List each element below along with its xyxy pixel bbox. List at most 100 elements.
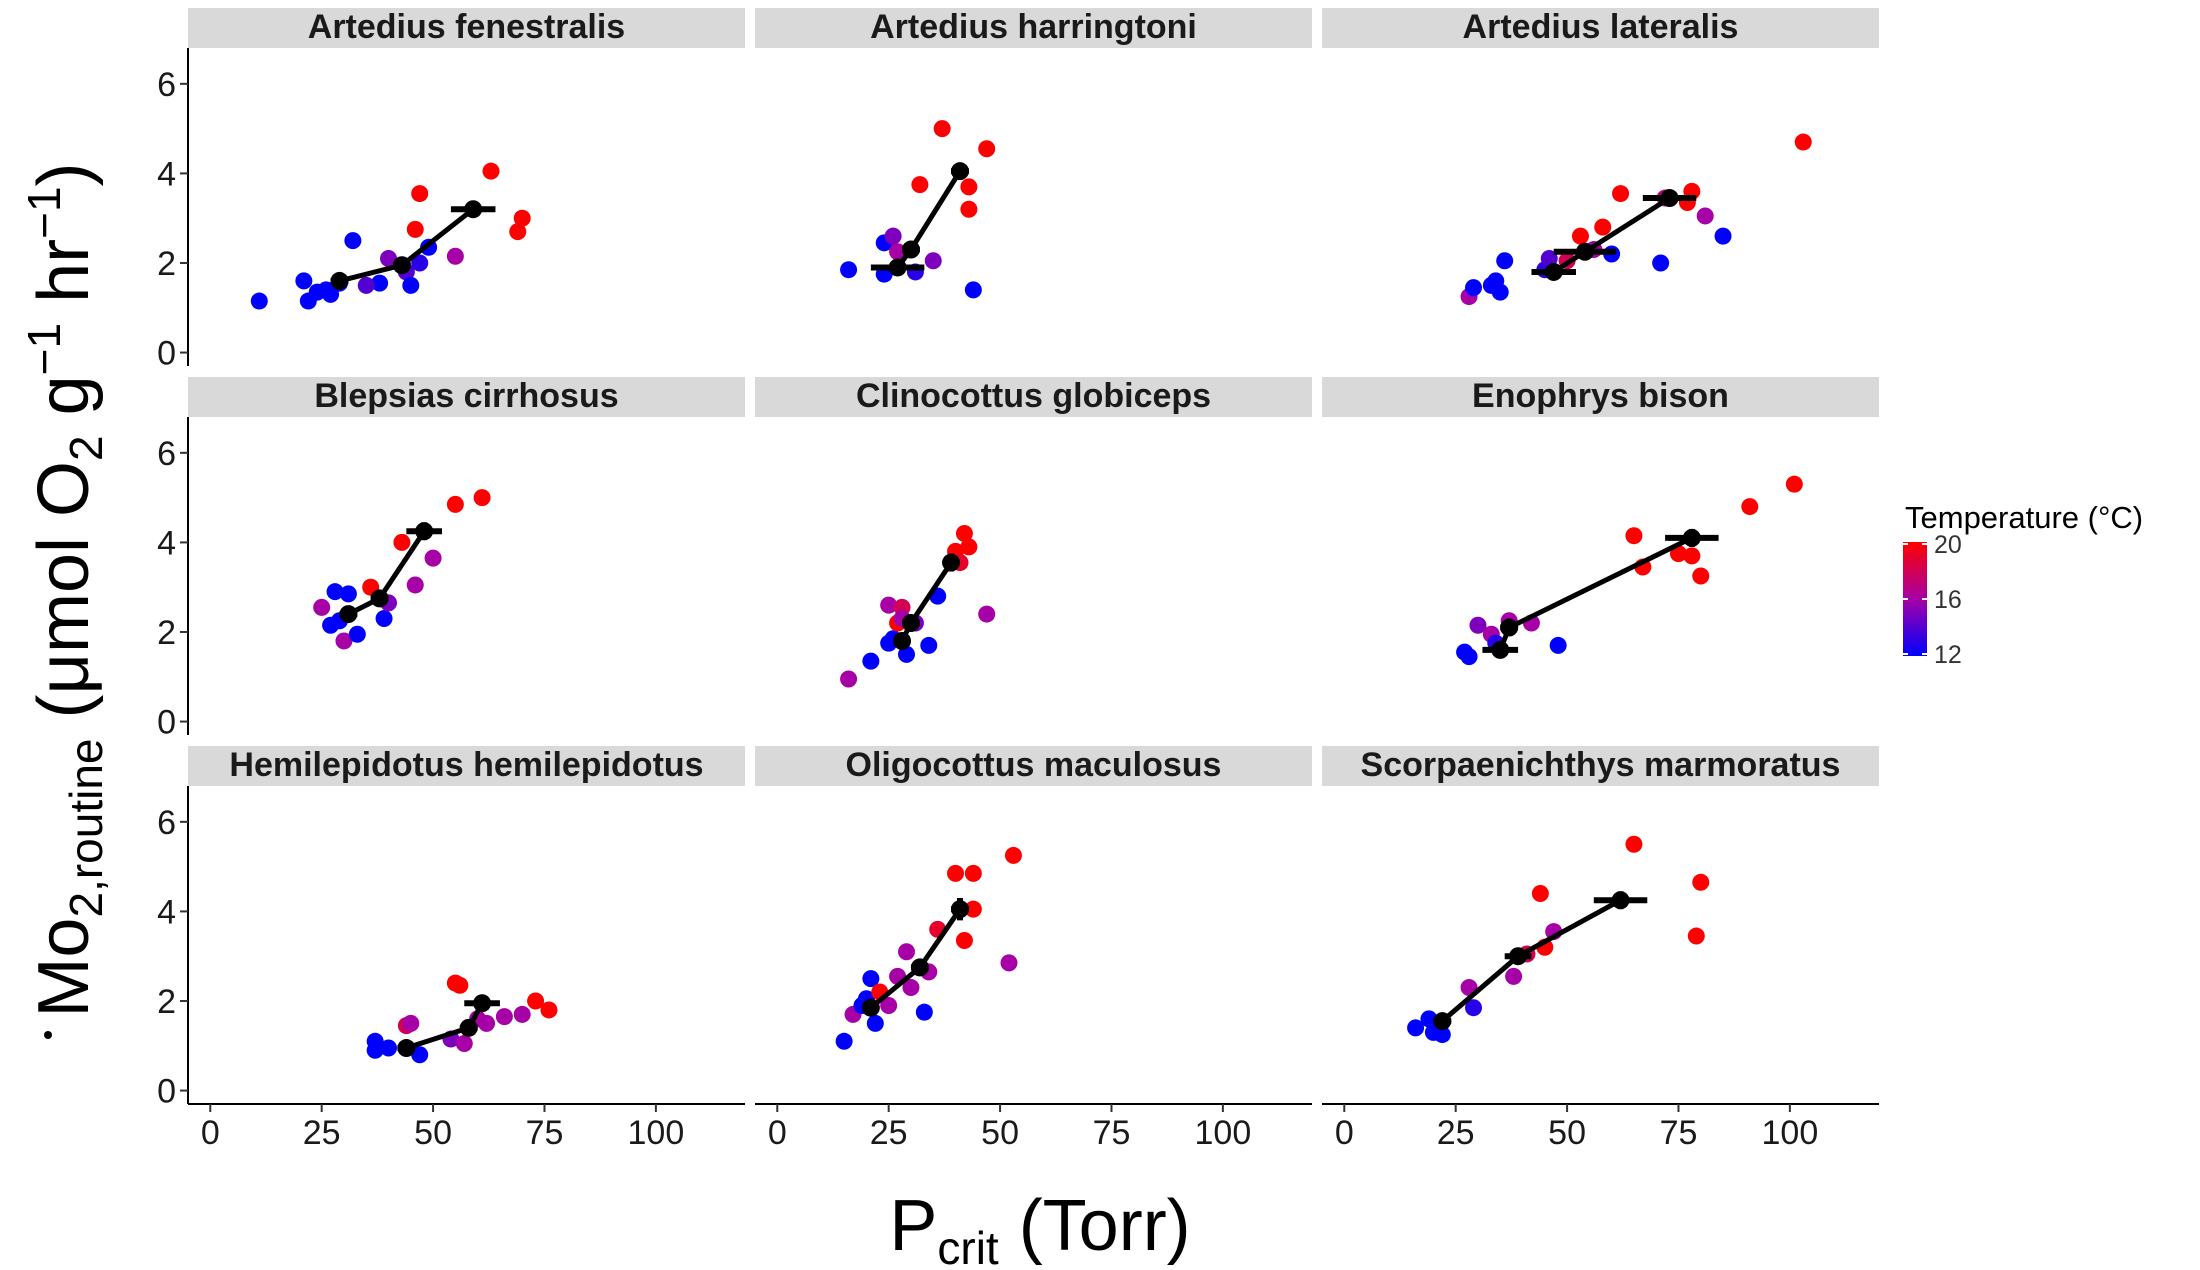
data-point: [478, 1014, 496, 1032]
mean-marker: [1544, 262, 1563, 281]
data-point: [1491, 283, 1509, 301]
facet-title: Oligocottus maculosus: [846, 746, 1222, 784]
facet-strip: [755, 8, 1312, 48]
data-point: [1683, 547, 1701, 565]
data-point: [1692, 567, 1710, 585]
data-point: [509, 223, 527, 241]
facet-strip: [1322, 8, 1879, 48]
y-tick-label: 4: [157, 893, 176, 931]
data-point: [375, 610, 393, 628]
data-point: [835, 1032, 853, 1050]
data-point: [911, 176, 929, 194]
mean-marker: [330, 271, 349, 290]
y-title-dot-accent: [44, 1031, 52, 1039]
data-point: [1794, 133, 1812, 151]
facet-strip: [1322, 377, 1879, 417]
data-point: [1696, 207, 1714, 225]
data-point: [1571, 227, 1589, 245]
x-tick-label: 75: [1093, 1114, 1131, 1152]
mean-marker: [1509, 947, 1528, 966]
data-point: [880, 596, 898, 614]
mean-marker: [893, 631, 912, 650]
data-point: [920, 636, 938, 654]
data-point: [335, 632, 353, 650]
facet-strip: [1322, 746, 1879, 786]
data-point: [915, 1003, 933, 1021]
legend-tick-label: 20: [1934, 531, 1962, 559]
mean-marker: [861, 998, 880, 1017]
mean-marker: [1682, 528, 1701, 547]
data-point: [1625, 527, 1643, 545]
mean-marker: [370, 589, 389, 608]
panel-grid: Artedius fenestralis 0 2 4 6 Artedius harring…: [157, 8, 1879, 1152]
y-tick-label: 6: [157, 435, 176, 473]
mean-marker: [339, 605, 358, 624]
data-point: [339, 585, 357, 603]
x-tick-label: 25: [303, 1114, 341, 1152]
mean-marker: [473, 994, 492, 1013]
x-tick-label: 25: [1437, 1114, 1475, 1152]
temperature-legend: Temperature (°C) 20 16 12: [1903, 500, 2143, 669]
data-point: [840, 670, 858, 688]
data-point: [393, 533, 411, 551]
facet-strip: [188, 8, 745, 48]
data-point: [371, 274, 389, 292]
y-tick-label: 0: [157, 335, 176, 373]
mean-marker: [942, 553, 961, 572]
data-point: [947, 864, 965, 882]
data-point: [978, 605, 996, 623]
data-point: [960, 538, 978, 556]
data-point: [411, 185, 429, 203]
data-point: [1000, 954, 1018, 972]
data-point: [964, 864, 982, 882]
data-point: [455, 1035, 473, 1053]
data-point: [955, 932, 973, 950]
x-tick-label: 100: [1762, 1114, 1819, 1152]
data-point: [1625, 835, 1643, 853]
data-point: [357, 276, 375, 294]
data-point: [424, 549, 442, 567]
legend-title: Temperature (°C): [1905, 500, 2143, 535]
data-point: [1741, 498, 1759, 516]
facet-strip: [188, 377, 745, 417]
data-point: [250, 292, 268, 310]
facet-title: Enophrys bison: [1472, 377, 1729, 415]
facet-title: Artedius fenestralis: [308, 8, 625, 46]
data-point: [889, 243, 907, 261]
y-tick-label: 4: [157, 155, 176, 193]
data-point: [402, 276, 420, 294]
facet-title: Artedius harringtoni: [870, 8, 1197, 46]
data-point: [380, 1039, 398, 1057]
facet-panel: Hemilepidotus hemilepidotus 0 2 4 6 0 25 50 75 10…: [157, 746, 745, 1152]
mean-marker: [1611, 891, 1630, 910]
data-point: [1594, 218, 1612, 236]
data-point: [933, 120, 951, 138]
data-point: [1785, 475, 1803, 493]
y-axis-title: Mo2,routine (μmol O2 g−1 hr−1): [18, 162, 112, 1017]
mean-marker: [950, 162, 969, 181]
y-tick-label: 4: [157, 524, 176, 562]
mean-marker: [1433, 1012, 1452, 1031]
data-point: [446, 495, 464, 513]
data-point: [380, 250, 398, 268]
data-point: [840, 261, 858, 279]
data-point: [313, 598, 331, 616]
mean-marker: [888, 258, 907, 277]
data-point: [411, 254, 429, 272]
facet-title: Scorpaenichthys marmoratus: [1361, 746, 1841, 784]
data-point: [960, 178, 978, 196]
data-point: [898, 645, 916, 663]
data-point: [1652, 254, 1670, 272]
data-point: [366, 1032, 384, 1050]
facet-title: Blepsias cirrhosus: [314, 377, 618, 415]
legend-tick-label: 12: [1934, 641, 1962, 669]
data-point: [513, 209, 531, 227]
data-point: [1465, 999, 1483, 1017]
facet-panel: Enophrys bison: [1322, 377, 1879, 666]
data-point: [482, 162, 500, 180]
x-tick-label: 0: [1335, 1114, 1354, 1152]
data-point: [898, 943, 916, 961]
data-point: [326, 583, 344, 601]
y-tick-label: 6: [157, 804, 176, 842]
data-point: [446, 247, 464, 265]
